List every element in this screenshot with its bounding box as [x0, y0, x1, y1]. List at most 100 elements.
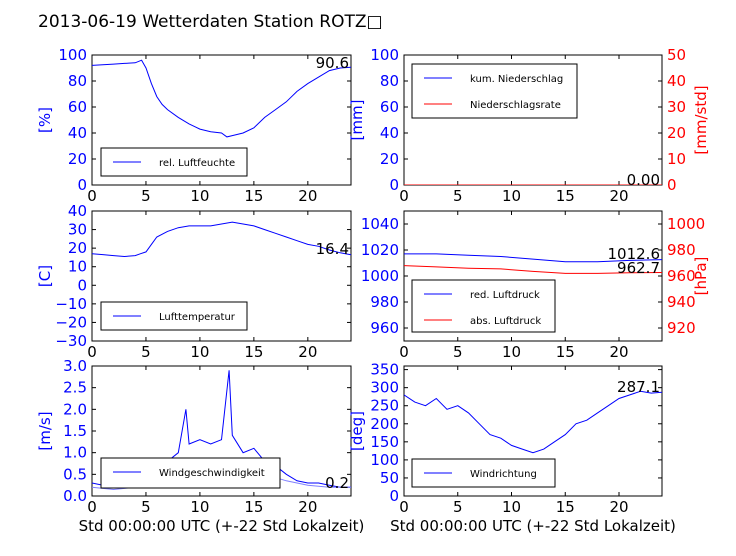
- x-tick-label: 5: [453, 498, 463, 516]
- x-tick-label: 5: [141, 498, 151, 516]
- y-right-tick-label: 20: [667, 124, 686, 142]
- legend-label: abs. Luftdruck: [470, 316, 541, 327]
- y-tick-label: 0: [389, 176, 399, 194]
- value-annotation: 0.00: [627, 171, 660, 189]
- y-tick-label: −10: [55, 295, 87, 313]
- value-annotation: 287.1: [617, 378, 660, 396]
- x-tick-label: 15: [556, 187, 575, 205]
- y-tick-label: 1020: [361, 241, 399, 259]
- y-right-tick-label: 40: [667, 72, 686, 90]
- y-tick-label: 250: [370, 397, 399, 415]
- x-tick-label: 15: [244, 343, 263, 361]
- y-tick-label: 980: [370, 293, 399, 311]
- legend-label: Lufttemperatur: [159, 312, 236, 323]
- series-line-0: [404, 390, 662, 454]
- panel-humidity: 0 5 10 15 20 0 20 40 60 80 100 [%] rel. Luftfeuchte 9…: [36, 46, 352, 205]
- y-tick-label: 1000: [361, 267, 399, 285]
- y-axis-label: [m/s]: [36, 411, 54, 450]
- y-axis-label: [%]: [36, 107, 54, 133]
- x-axis-label: Std 00:00:00 UTC (+-22 Std Lokalzeit): [390, 517, 676, 535]
- legend-label: Niederschlagsrate: [470, 100, 561, 111]
- y-right-tick-label: 960: [667, 267, 696, 285]
- series-line-1: [404, 265, 662, 274]
- y-right-axis-label: [hPa]: [692, 257, 710, 296]
- panel-pressure: 0 5 10 15 20 960 980 1000 1020 1040 920 940 960 980 10…: [361, 210, 710, 361]
- legend-label: Windrichtung: [470, 469, 537, 480]
- x-tick-label: 20: [609, 498, 628, 516]
- y-tick-label: 350: [370, 361, 399, 379]
- x-tick-label: 20: [298, 187, 317, 205]
- legend-box: [100, 457, 281, 489]
- y-tick-label: 100: [370, 451, 399, 469]
- x-tick-label: 20: [298, 498, 317, 516]
- x-tick-label: 5: [141, 343, 151, 361]
- x-tick-label: 10: [502, 187, 521, 205]
- x-tick-label: 10: [190, 498, 209, 516]
- legend-label: kum. Niederschlag: [470, 74, 563, 85]
- x-tick-label: 0: [399, 343, 409, 361]
- y-tick-label: 40: [68, 124, 87, 142]
- x-tick-label: 10: [502, 498, 521, 516]
- y-tick-label: 50: [380, 469, 399, 487]
- x-tick-label: 0: [87, 187, 97, 205]
- x-axis-label: Std 00:00:00 UTC (+-22 Std Lokalzeit): [79, 517, 365, 535]
- y-right-tick-label: 0: [667, 176, 677, 194]
- x-tick-label: 0: [87, 498, 97, 516]
- y-tick-label: 0.5: [63, 465, 87, 483]
- y-tick-label: 20: [68, 150, 87, 168]
- legend-label: Windgeschwindigkeit: [159, 468, 265, 479]
- x-tick-label: 0: [399, 498, 409, 516]
- x-tick-label: 10: [190, 343, 209, 361]
- x-tick-label: 5: [141, 187, 151, 205]
- y-right-tick-label: 980: [667, 241, 696, 259]
- x-tick-label: 15: [244, 498, 263, 516]
- y-tick-label: −30: [55, 332, 87, 350]
- value-annotation: 1012.6: [608, 245, 661, 263]
- y-tick-label: 2.5: [63, 379, 87, 397]
- y-tick-label: 40: [68, 202, 87, 220]
- y-right-axis-label: [mm/std]: [692, 85, 710, 154]
- x-tick-label: 10: [190, 187, 209, 205]
- legend-label: red. Luftdruck: [470, 290, 540, 301]
- main-title: 2013-06-19 Wetterdaten Station ROTZ□: [38, 12, 383, 32]
- y-tick-label: 150: [370, 433, 399, 451]
- y-tick-label: 2.0: [63, 400, 87, 418]
- series-line-0: [404, 253, 662, 263]
- value-annotation: 962.7: [617, 259, 660, 277]
- y-right-tick-label: 1000: [667, 215, 705, 233]
- value-annotation: 90.6: [316, 54, 349, 72]
- y-tick-label: 200: [370, 415, 399, 433]
- y-tick-label: 60: [68, 98, 87, 116]
- y-axis-label: [mm]: [348, 100, 366, 141]
- x-tick-label: 5: [453, 343, 463, 361]
- y-tick-label: 100: [370, 46, 399, 64]
- y-tick-label: 10: [68, 258, 87, 276]
- x-tick-label: 5: [453, 187, 463, 205]
- x-tick-label: 0: [87, 343, 97, 361]
- y-tick-label: 0: [77, 276, 87, 294]
- y-tick-label: 40: [380, 124, 399, 142]
- y-tick-label: 1.0: [63, 444, 87, 462]
- y-right-tick-label: 10: [667, 150, 686, 168]
- y-tick-label: 80: [68, 72, 87, 90]
- y-right-tick-label: 940: [667, 293, 696, 311]
- panel-precipitation: 0 5 10 15 20 0 20 40 60 80 100 0 10 20 30 40 50 [mm] [mm/s…: [348, 46, 710, 205]
- y-axis-label: [C]: [36, 265, 54, 287]
- series-line-0: [92, 59, 351, 138]
- series-line-0: [92, 221, 351, 258]
- panel-temperature: 0 5 10 15 20−30−20−10010203040[C]Lufttempera…: [36, 202, 352, 361]
- y-tick-label: 30: [68, 221, 87, 239]
- y-tick-label: 100: [58, 46, 87, 64]
- y-tick-label: 0.0: [63, 487, 87, 505]
- y-tick-label: 3.0: [63, 357, 87, 375]
- legend-label: rel. Luftfeuchte: [159, 158, 235, 169]
- x-tick-label: 20: [609, 343, 628, 361]
- x-tick-label: 10: [502, 343, 521, 361]
- y-right-tick-label: 30: [667, 98, 686, 116]
- y-tick-label: 0: [389, 487, 399, 505]
- y-tick-label: 20: [380, 150, 399, 168]
- legend-box: [411, 279, 556, 333]
